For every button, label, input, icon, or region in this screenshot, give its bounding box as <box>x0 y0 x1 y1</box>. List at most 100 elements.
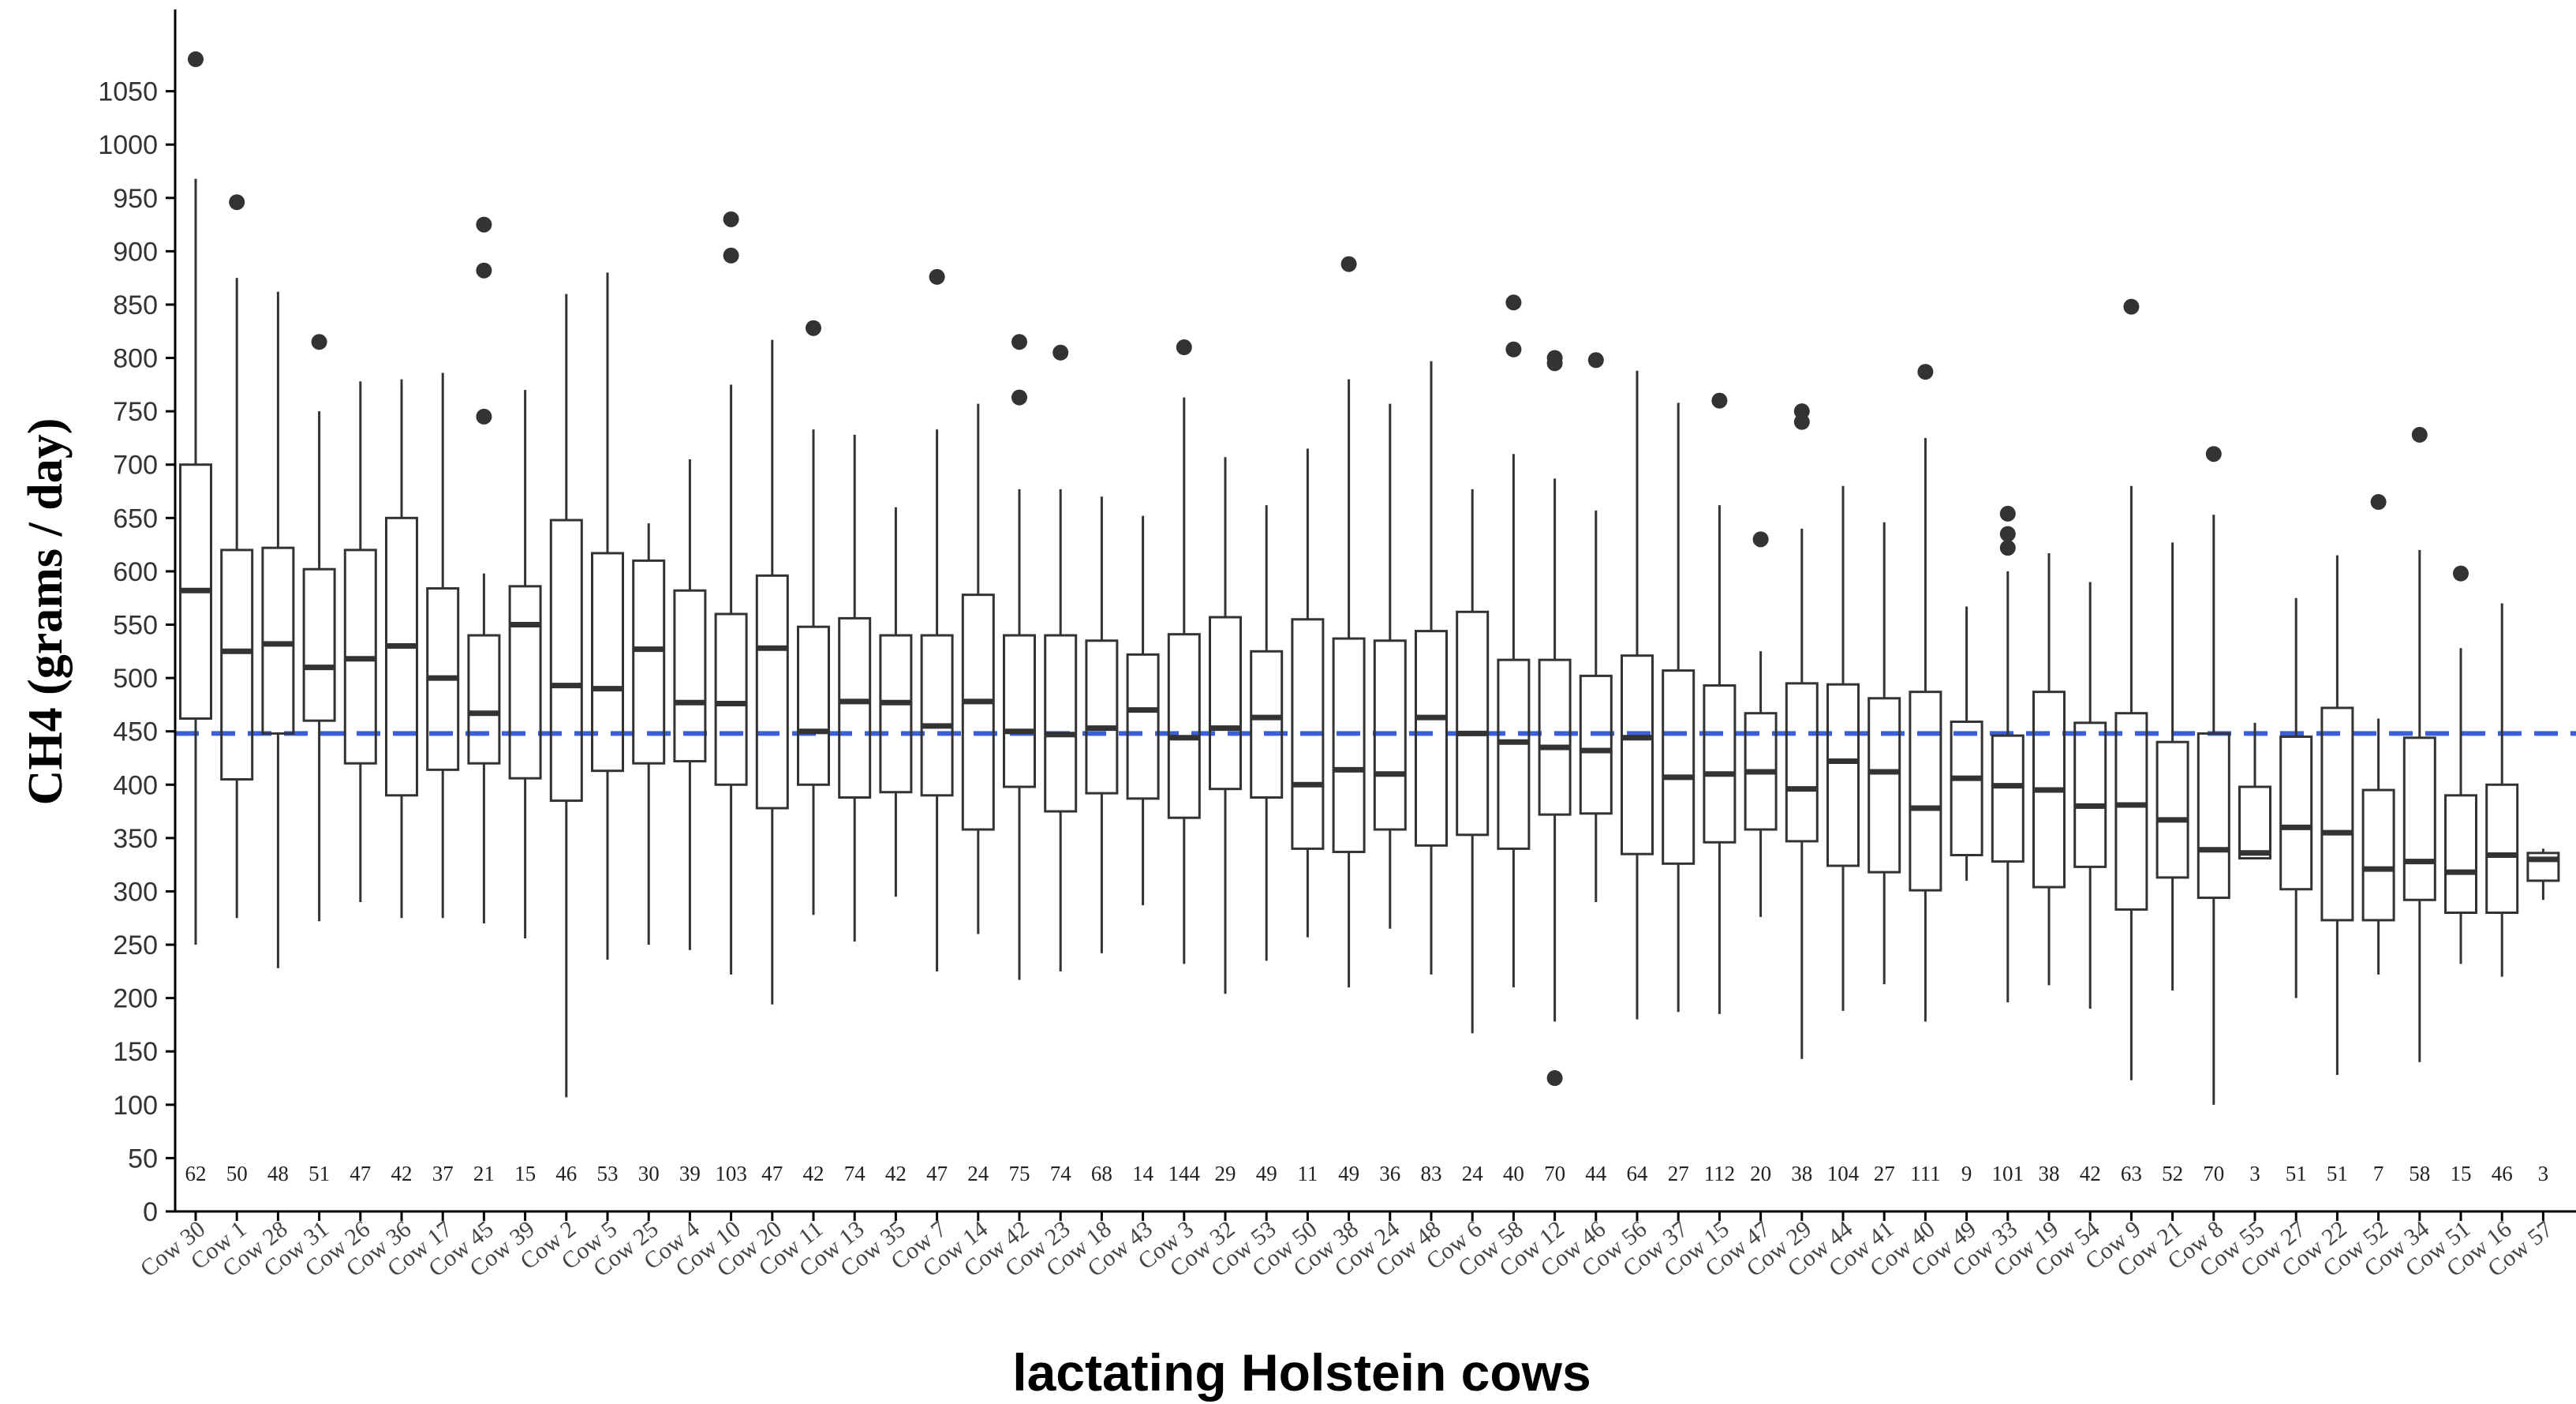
outlier-point <box>723 211 739 227</box>
x-axis-title: lactating Holstein cows <box>1012 1343 1591 1402</box>
y-tick-label: 700 <box>113 451 158 481</box>
box-iqr <box>2114 712 2148 911</box>
box-cow-7 <box>920 268 954 972</box>
sample-size-label: 20 <box>1750 1162 1771 1185</box>
box-cow-9 <box>2114 298 2148 1080</box>
sample-size-label: 144 <box>1168 1162 1201 1185</box>
box-cow-29 <box>1785 403 1819 1059</box>
box-cow-34 <box>2402 426 2436 1062</box>
box-cow-2 <box>549 294 583 1098</box>
sample-size-label: 27 <box>1874 1162 1895 1185</box>
y-tick-label: 350 <box>113 824 158 854</box>
y-tick-label: 400 <box>113 770 158 800</box>
box-cow-52 <box>2361 494 2395 975</box>
box-iqr <box>1415 630 1448 847</box>
sample-size-label: 38 <box>1791 1162 1812 1185</box>
y-tick-label: 850 <box>113 290 158 320</box>
box-iqr <box>632 559 666 765</box>
y-axis-title: CH4 (grams / day) <box>19 418 73 806</box>
box-cow-8 <box>2197 446 2230 1105</box>
box-iqr <box>549 519 583 803</box>
box-cow-44 <box>1826 485 1860 1011</box>
boxes-layer <box>179 51 2560 1105</box>
outlier-point <box>2123 298 2140 315</box>
sample-size-label: 47 <box>926 1162 948 1185</box>
box-iqr <box>1785 682 1819 843</box>
box-iqr <box>2320 706 2354 922</box>
y-tick-label: 950 <box>113 184 158 214</box>
y-tick-label: 250 <box>113 930 158 960</box>
box-cow-40 <box>1909 364 1942 1022</box>
box-cow-5 <box>591 272 624 960</box>
y-tick-label: 1050 <box>98 77 158 107</box>
box-iqr <box>385 516 418 797</box>
y-tick-label: 600 <box>113 557 158 587</box>
box-cow-55 <box>2238 722 2271 860</box>
outlier-point <box>311 334 327 350</box>
outlier-point <box>2411 426 2428 443</box>
box-cow-37 <box>1662 402 1696 1013</box>
box-cow-43 <box>1126 515 1160 906</box>
box-iqr <box>1909 691 1942 892</box>
y-tick-labels: 0 50 100 150 200 250 300 350 400 450 500 550 600 650 7… <box>98 77 175 1227</box>
sample-size-label: 42 <box>391 1162 413 1185</box>
box-iqr <box>1332 637 1366 853</box>
box-iqr <box>1291 618 1325 850</box>
box-iqr <box>1044 634 1078 813</box>
box-cow-33 <box>1991 505 2025 1003</box>
box-iqr <box>1456 610 1490 837</box>
y-tick-label: 200 <box>113 984 158 1014</box>
box-iqr <box>797 625 830 786</box>
sample-size-label: 48 <box>267 1162 289 1185</box>
sample-size-label: 44 <box>1585 1162 1607 1185</box>
box-cow-1 <box>220 194 254 919</box>
outlier-point <box>2453 565 2469 582</box>
sample-size-label: 30 <box>638 1162 660 1185</box>
outlier-point <box>1999 526 2016 542</box>
sample-size-label: 104 <box>1827 1162 1860 1185</box>
outlier-point <box>2370 494 2387 511</box>
box-cow-57 <box>2526 848 2560 900</box>
box-cow-18 <box>1085 496 1119 953</box>
y-tick-label: 900 <box>113 237 158 267</box>
outlier-point <box>2205 446 2222 462</box>
axes-layer <box>174 9 2576 1213</box>
box-iqr <box>1085 639 1119 795</box>
box-iqr <box>714 612 748 786</box>
sample-size-label: 50 <box>226 1162 248 1185</box>
box-iqr <box>1167 633 1201 819</box>
box-iqr <box>1621 654 1654 856</box>
y-tick-label: 650 <box>113 504 158 534</box>
box-cow-53 <box>1250 505 1284 961</box>
sample-size-label: 74 <box>844 1162 866 1185</box>
box-iqr <box>1868 697 1901 874</box>
outlier-point <box>806 320 821 336</box>
sample-size-label: 3 <box>2249 1162 2260 1185</box>
sample-size-label: 47 <box>350 1162 371 1185</box>
outlier-point <box>1340 256 1357 272</box>
sample-size-label: 46 <box>555 1162 577 1185</box>
box-cow-28 <box>261 291 295 968</box>
sample-size-label: 3 <box>2538 1162 2549 1185</box>
box-cow-4 <box>673 459 707 950</box>
box-cow-39 <box>508 390 542 938</box>
sample-size-label: 58 <box>2409 1162 2430 1185</box>
box-cow-51 <box>2444 565 2477 964</box>
box-iqr <box>220 548 254 781</box>
box-cow-38 <box>1332 256 1366 988</box>
y-tick-label: 500 <box>113 664 158 694</box>
box-cow-6 <box>1456 489 1490 1034</box>
y-tick-label: 100 <box>113 1091 158 1121</box>
sample-size-label: 27 <box>1668 1162 1689 1185</box>
y-tick-label: 550 <box>113 611 158 641</box>
box-cow-24 <box>1373 403 1407 929</box>
sample-size-label: 49 <box>1338 1162 1359 1185</box>
outlier-point <box>1917 364 1934 380</box>
outlier-point <box>929 268 945 285</box>
sample-size-label: 24 <box>1462 1162 1484 1185</box>
outlier-point <box>1999 505 2016 522</box>
sample-size-label: 15 <box>2451 1162 2472 1185</box>
sample-size-label: 7 <box>2373 1162 2384 1185</box>
